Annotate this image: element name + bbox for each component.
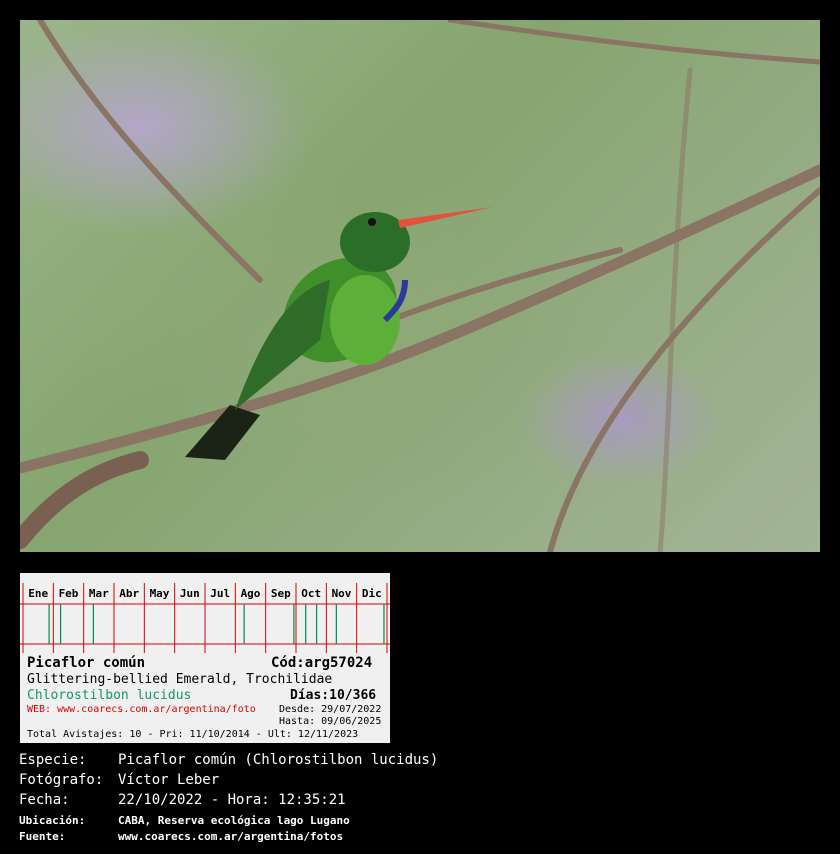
label: Fuente: — [19, 830, 66, 843]
value: Picaflor común (Chlorostilbon lucidus) — [118, 752, 439, 768]
desde-date: Desde: 29/07/2022 — [279, 704, 382, 715]
month-label: Sep — [271, 587, 291, 600]
label: Fotógrafo: — [19, 772, 104, 788]
info-fuente: Fuente: www.coarecs.com.ar/argentina/foto… — [19, 830, 343, 843]
month-label: Abr — [119, 587, 139, 600]
month-label: Ago — [241, 587, 261, 600]
value[interactable]: www.coarecs.com.ar/argentina/fotos — [118, 830, 344, 843]
species-card: Ene Feb Mar Abr May Jun Jul Ago Sep Oct Nov Dic Pic… — [20, 573, 390, 743]
month-label: Jun — [180, 587, 200, 600]
days-count: Días:10/366 — [290, 688, 377, 703]
month-label: Dic — [362, 587, 382, 600]
english-name: Glittering-bellied Emerald, Trochilidae — [27, 672, 333, 687]
monthly-sightings-chart: Ene Feb Mar Abr May Jun Jul Ago Sep Oct Nov Dic — [20, 583, 390, 653]
bird-photo — [20, 20, 820, 552]
month-label: Ene — [28, 587, 48, 600]
web-link[interactable]: WEB: www.coarecs.com.ar/argentina/foto — [27, 704, 256, 715]
label: Fecha: — [19, 792, 70, 808]
common-name: Picaflor común — [27, 655, 146, 671]
month-label: Nov — [332, 587, 352, 600]
totals: Total Avistajes: 10 - Pri: 11/10/2014 - … — [27, 729, 359, 740]
month-label: Feb — [59, 587, 79, 600]
info-fecha: Fecha: 22/10/2022 - Hora: 12:35:21 — [19, 792, 346, 808]
value: Víctor Leber — [118, 772, 220, 788]
month-label: Mar — [89, 587, 109, 600]
scientific-name: Chlorostilbon lucidus — [27, 688, 192, 703]
info-especie: Especie: Picaflor común (Chlorostilbon lu… — [19, 752, 438, 768]
label: Ubicación: — [19, 814, 86, 827]
month-label: Jul — [210, 587, 230, 600]
month-label: Oct — [301, 587, 321, 600]
info-ubicacion: Ubicación: CABA, Reserva ecológica lago L… — [19, 814, 350, 827]
info-fotografo: Fotógrafo: Víctor Leber — [19, 772, 219, 788]
hasta-date: Hasta: 09/06/2025 — [279, 716, 382, 727]
species-code: Cód:arg57024 — [271, 655, 373, 671]
label: Especie: — [19, 752, 87, 768]
month-label: May — [150, 587, 170, 600]
value: CABA, Reserva ecológica lago Lugano — [118, 814, 350, 827]
value: 22/10/2022 - Hora: 12:35:21 — [118, 792, 346, 808]
